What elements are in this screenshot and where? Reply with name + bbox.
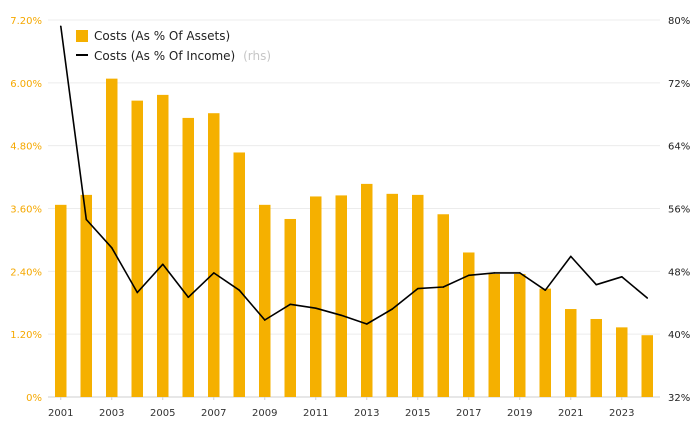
line-point (85, 218, 88, 221)
x-tick-label: 2011 (303, 408, 328, 419)
bar (106, 78, 118, 398)
line-point (646, 297, 649, 299)
bar (208, 113, 220, 398)
left-tick-label: 3.60% (10, 205, 42, 216)
line-point (493, 272, 496, 274)
svg-text:Costs (As % Of Income) (: Costs (As % Of Income) (rhs) (94, 49, 271, 63)
bar (437, 214, 449, 397)
bar (310, 196, 322, 397)
x-tick-label: 2007 (201, 408, 226, 419)
bar (55, 204, 67, 397)
line-point (238, 289, 241, 291)
legend-note-rhs: (rhs) (243, 49, 271, 63)
line-point (212, 272, 215, 274)
x-axis: 2001 2003 2005 2007 2009 2011 2013 2015 2017 2019… (48, 397, 634, 419)
x-tick-label: 2001 (48, 408, 73, 419)
x-tick-label: 2015 (405, 408, 430, 419)
legend: Costs (As % Of Assets) Costs (As % Of In… (76, 29, 271, 63)
line-point (289, 303, 292, 306)
left-tick-label: 1.20% (10, 330, 42, 341)
line-point (416, 287, 419, 290)
line-point (136, 291, 139, 294)
line-point (161, 263, 164, 266)
bar (80, 194, 92, 397)
line-point (187, 296, 190, 299)
line-point (518, 272, 521, 274)
x-tick-label: 2009 (252, 408, 277, 419)
bar (157, 94, 169, 397)
line-point (569, 255, 572, 258)
legend-swatch-bars (76, 30, 88, 42)
bar (182, 117, 194, 397)
right-tick-label: 32% (668, 393, 690, 404)
line-point (467, 274, 470, 277)
left-tick-label: 0% (26, 393, 42, 404)
gridlines (48, 19, 660, 398)
left-tick-label: 4.80% (10, 142, 42, 153)
line-point (59, 25, 62, 28)
bar (514, 273, 526, 397)
left-tick-label: 6.00% (10, 79, 42, 90)
line-series (59, 25, 649, 325)
legend-label-line: Costs (As % Of Income) (94, 49, 235, 63)
right-axis: 32% 40% 48% 56% 64% 72% 80% (668, 16, 690, 404)
line-point (442, 286, 445, 288)
left-axis: 0% 1.20% 2.40% 3.60% 4.80% 6.00% 7.20% (10, 16, 42, 404)
bar (284, 218, 296, 397)
left-tick-label: 2.40% (10, 267, 42, 278)
line-point (620, 276, 623, 278)
x-tick-label: 2023 (609, 408, 634, 419)
bar (616, 327, 628, 397)
right-tick-label: 56% (668, 205, 690, 216)
right-tick-label: 40% (668, 330, 690, 341)
bar (590, 318, 602, 397)
bar (463, 252, 475, 397)
bar (386, 193, 398, 397)
bar (335, 195, 347, 397)
right-tick-label: 72% (668, 79, 690, 90)
bar (488, 273, 500, 397)
line-path (60, 26, 648, 325)
line-point (365, 323, 368, 325)
right-tick-label: 48% (668, 267, 690, 278)
bar (361, 183, 373, 397)
x-tick-label: 2003 (99, 408, 124, 419)
legend-label-bars: Costs (As % Of Assets) (94, 29, 230, 43)
line-point (340, 314, 343, 317)
right-tick-label: 80% (668, 16, 690, 27)
bar (565, 309, 577, 397)
line-point (544, 289, 547, 291)
line-point (314, 307, 317, 310)
bar (131, 100, 143, 397)
bar (412, 194, 424, 397)
bar (539, 288, 551, 397)
bar (233, 152, 245, 397)
x-tick-label: 2017 (456, 408, 481, 419)
line-point (110, 246, 113, 249)
line-point (391, 308, 394, 310)
x-tick-label: 2021 (558, 408, 583, 419)
right-tick-label: 64% (668, 142, 690, 153)
x-tick-label: 2013 (354, 408, 379, 419)
bar (259, 204, 271, 397)
line-point (595, 283, 598, 286)
line-point (263, 319, 266, 321)
x-tick-label: 2005 (150, 408, 175, 419)
bar (641, 335, 653, 397)
x-tick-label: 2019 (507, 408, 532, 419)
bar-series (55, 78, 653, 398)
left-tick-label: 7.20% (10, 16, 42, 27)
